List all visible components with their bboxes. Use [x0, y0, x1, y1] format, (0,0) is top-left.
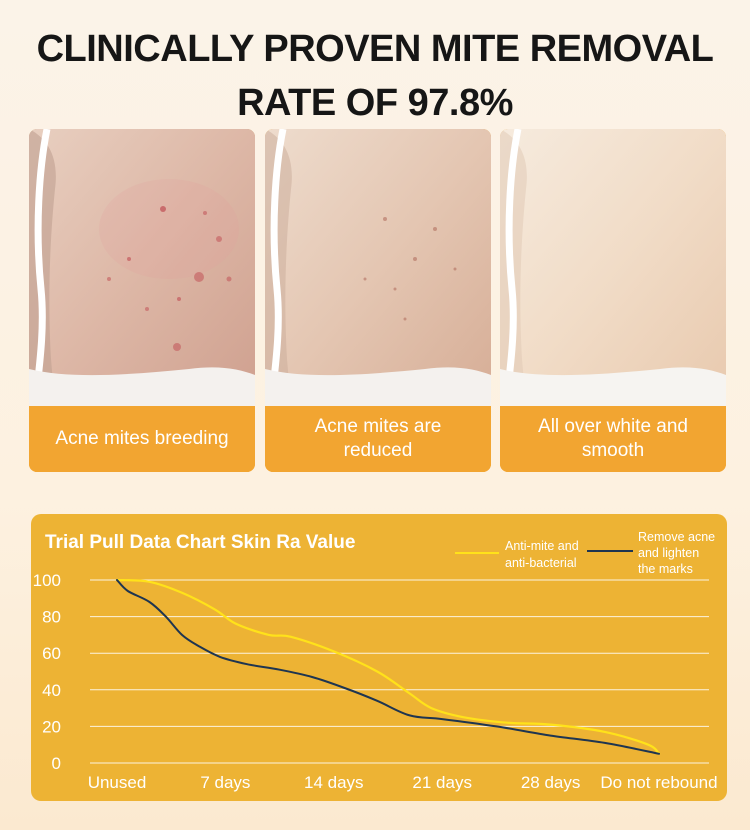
chart-title: Trial Pull Data Chart Skin Ra Value — [45, 532, 355, 553]
back-photo-smooth — [500, 129, 726, 406]
legend-label-1: Anti-mite and anti-bacterial — [505, 539, 579, 570]
y-tick-label: 0 — [52, 754, 61, 773]
x-tick-label: 21 days — [412, 773, 472, 792]
y-tick-label: 100 — [33, 571, 61, 590]
headline: CLINICALLY PROVEN MITE REMOVAL RATE OF 9… — [0, 22, 750, 130]
x-tick-label: Unused — [88, 773, 147, 792]
series-line-2 — [116, 579, 660, 755]
ra-value-chart: Trial Pull Data Chart Skin Ra Value 0 20 4… — [31, 514, 727, 801]
back-photo-reduced — [265, 129, 491, 406]
x-tick-label: 28 days — [521, 773, 581, 792]
x-tick-label: Do not rebound — [600, 773, 717, 792]
panel-caption-3: All over white and smooth — [500, 406, 726, 472]
series-line-1 — [115, 578, 661, 755]
headline-line-1: CLINICALLY PROVEN MITE REMOVAL — [36, 28, 714, 70]
legend-label-2: Remove acne and lighten the marks — [638, 530, 715, 576]
middle-panel: Acne mites are reduced — [265, 129, 491, 472]
x-tick-label: 14 days — [304, 773, 364, 792]
y-tick-label: 60 — [42, 644, 61, 663]
panel-caption-2: Acne mites are reduced — [265, 406, 491, 472]
y-tick-label: 20 — [42, 717, 61, 736]
chart-canvas: Trial Pull Data Chart Skin Ra Value 0 20 4… — [33, 530, 718, 792]
headline-line-2: RATE OF 97.8% — [237, 82, 513, 124]
y-tick-label: 80 — [42, 608, 61, 627]
y-tick-label: 40 — [42, 681, 61, 700]
after-panel: All over white and smooth — [500, 129, 726, 472]
x-tick-label: 7 days — [200, 773, 250, 792]
back-photo-acne — [29, 129, 255, 406]
before-panel: Acne mites breeding — [29, 129, 255, 472]
panel-caption-1: Acne mites breeding — [29, 406, 255, 472]
